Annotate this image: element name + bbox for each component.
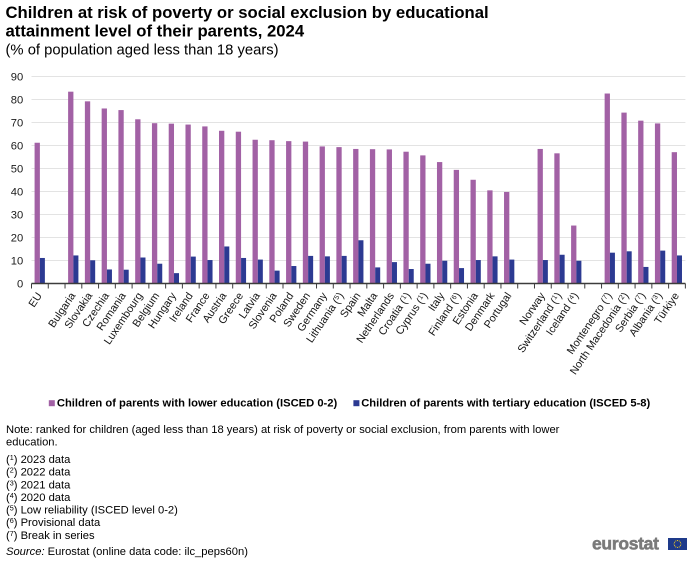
- svg-text:education.: education.: [6, 437, 58, 449]
- svg-text:10: 10: [11, 256, 23, 268]
- svg-text:40: 40: [11, 187, 23, 199]
- svg-text:(1) 2023 data: (1) 2023 data: [6, 453, 71, 466]
- svg-text:Note: ranked for children (age: Note: ranked for children (aged less tha…: [6, 424, 560, 436]
- svg-text:0: 0: [17, 279, 23, 291]
- svg-text:(% of population aged less tha: (% of population aged less than 18 years…: [6, 42, 279, 58]
- svg-text:20: 20: [11, 233, 23, 245]
- svg-text:Source: Eurostat (online data: Source: Eurostat (online data code: ilc_…: [6, 546, 248, 558]
- svg-text:Children of parents with terti: Children of parents with tertiary educat…: [361, 398, 650, 410]
- svg-text:(4) 2020 data: (4) 2020 data: [6, 491, 71, 504]
- svg-text:attainment level of their pare: attainment level of their parents, 2024: [6, 22, 305, 41]
- svg-text:Children of parents with lower: Children of parents with lower education…: [57, 398, 338, 410]
- svg-text:70: 70: [11, 118, 23, 130]
- svg-text:30: 30: [11, 210, 23, 222]
- svg-text:(2) 2022 data: (2) 2022 data: [6, 466, 71, 479]
- svg-text:(5) Low reliability (ISCED lev: (5) Low reliability (ISCED level 0-2): [6, 504, 178, 517]
- svg-text:90: 90: [11, 72, 23, 84]
- svg-text:Children at risk of poverty or: Children at risk of poverty or social ex…: [6, 3, 489, 22]
- svg-text:50: 50: [11, 164, 23, 176]
- svg-text:(6) Provisional data: (6) Provisional data: [6, 516, 101, 529]
- svg-text:eurostat: eurostat: [592, 534, 659, 554]
- svg-text:(7) Break in series: (7) Break in series: [6, 529, 95, 542]
- svg-text:60: 60: [11, 141, 23, 153]
- svg-text:80: 80: [11, 95, 23, 107]
- svg-text:(3) 2021 data: (3) 2021 data: [6, 478, 71, 491]
